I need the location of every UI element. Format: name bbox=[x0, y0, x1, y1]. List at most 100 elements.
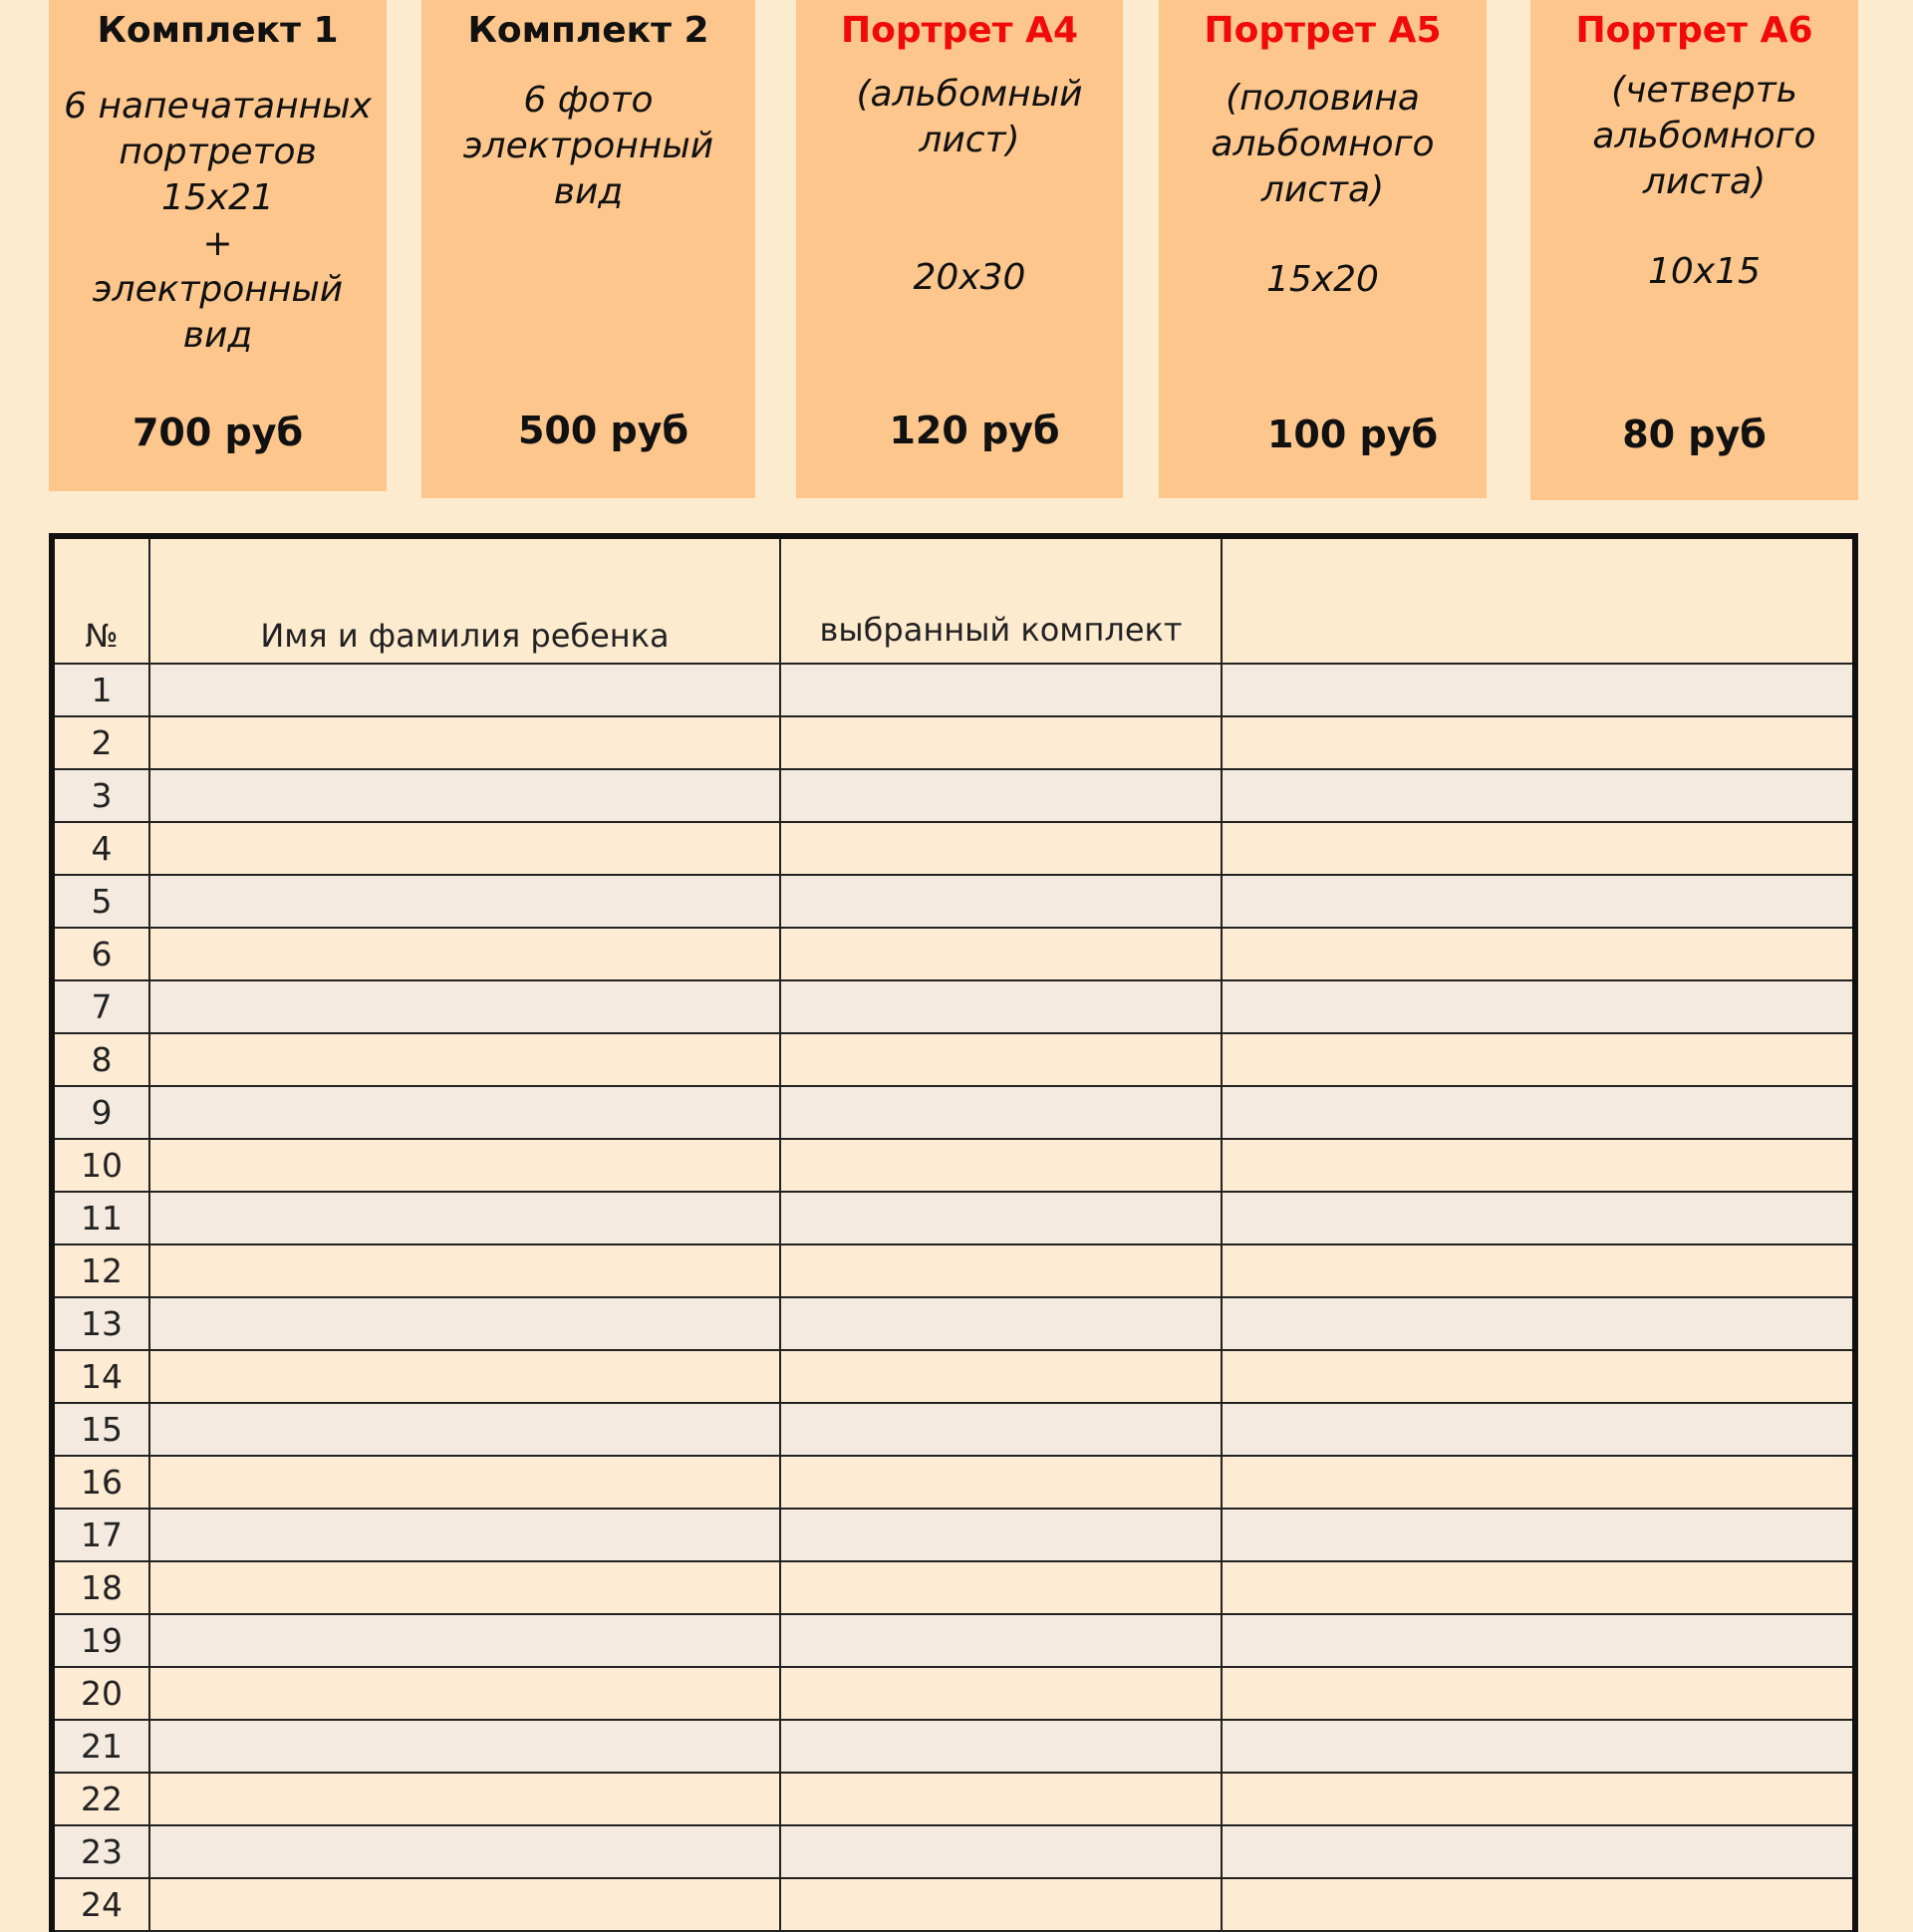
child-name-cell[interactable] bbox=[148, 1085, 781, 1140]
selected-kit-cell[interactable] bbox=[779, 821, 1223, 876]
child-name-cell[interactable] bbox=[148, 1032, 781, 1087]
selected-kit-cell[interactable] bbox=[779, 768, 1223, 823]
table-row: 7 bbox=[51, 979, 1856, 1034]
offer-card-portrait-a5: Портрет А5 (половина альбомного листа) 1… bbox=[1159, 0, 1487, 498]
extra-cell[interactable] bbox=[1221, 663, 1856, 717]
extra-cell[interactable] bbox=[1221, 1032, 1856, 1087]
child-name-cell[interactable] bbox=[148, 1613, 781, 1668]
selected-kit-cell[interactable] bbox=[779, 1772, 1223, 1826]
selected-kit-cell[interactable] bbox=[779, 1402, 1223, 1457]
child-name-cell[interactable] bbox=[148, 1666, 781, 1721]
header-extra bbox=[1221, 535, 1856, 665]
selected-kit-cell[interactable] bbox=[779, 874, 1223, 929]
extra-cell[interactable] bbox=[1221, 927, 1856, 981]
child-name-cell[interactable] bbox=[148, 1243, 781, 1298]
extra-cell[interactable] bbox=[1221, 1296, 1856, 1351]
row-number: 7 bbox=[51, 979, 150, 1034]
selected-kit-cell[interactable] bbox=[779, 1508, 1223, 1562]
extra-cell[interactable] bbox=[1221, 1508, 1856, 1562]
child-name-cell[interactable] bbox=[148, 768, 781, 823]
selected-kit-cell[interactable] bbox=[779, 1719, 1223, 1774]
selected-kit-cell[interactable] bbox=[779, 1560, 1223, 1615]
row-number: 9 bbox=[51, 1085, 150, 1140]
child-name-cell[interactable] bbox=[148, 663, 781, 717]
table-row: 5 bbox=[51, 874, 1856, 929]
header-number: № bbox=[51, 535, 150, 665]
extra-cell[interactable] bbox=[1221, 1877, 1856, 1932]
extra-cell[interactable] bbox=[1221, 1560, 1856, 1615]
selected-kit-cell[interactable] bbox=[779, 663, 1223, 717]
selected-kit-cell[interactable] bbox=[779, 927, 1223, 981]
selected-kit-cell[interactable] bbox=[779, 1349, 1223, 1404]
extra-cell[interactable] bbox=[1221, 715, 1856, 770]
selected-kit-cell[interactable] bbox=[779, 1032, 1223, 1087]
row-number: 18 bbox=[51, 1560, 150, 1615]
selected-kit-cell[interactable] bbox=[779, 1191, 1223, 1245]
child-name-cell[interactable] bbox=[148, 715, 781, 770]
child-name-cell[interactable] bbox=[148, 1824, 781, 1879]
offer-price: 500 руб bbox=[517, 409, 689, 452]
child-name-cell[interactable] bbox=[148, 1191, 781, 1245]
child-name-cell[interactable] bbox=[148, 821, 781, 876]
offer-title: Портрет А5 bbox=[1204, 10, 1442, 51]
table-header-row: № Имя и фамилия ребенка выбранный компле… bbox=[51, 535, 1856, 665]
row-number: 22 bbox=[51, 1772, 150, 1826]
child-name-cell[interactable] bbox=[148, 1402, 781, 1457]
child-name-cell[interactable] bbox=[148, 979, 781, 1034]
child-name-cell[interactable] bbox=[148, 1560, 781, 1615]
extra-cell[interactable] bbox=[1221, 874, 1856, 929]
selected-kit-cell[interactable] bbox=[779, 1085, 1223, 1140]
selected-kit-cell[interactable] bbox=[779, 715, 1223, 770]
extra-cell[interactable] bbox=[1221, 1719, 1856, 1774]
extra-cell[interactable] bbox=[1221, 1138, 1856, 1193]
offer-card-portrait-a6: Портрет А6 (четверть альбомного листа) 1… bbox=[1530, 0, 1858, 500]
selected-kit-cell[interactable] bbox=[779, 979, 1223, 1034]
selected-kit-cell[interactable] bbox=[779, 1455, 1223, 1510]
extra-cell[interactable] bbox=[1221, 1402, 1856, 1457]
order-table: № Имя и фамилия ребенка выбранный компле… bbox=[49, 533, 1858, 1932]
offer-title: Комплект 1 bbox=[97, 10, 339, 51]
extra-cell[interactable] bbox=[1221, 821, 1856, 876]
table-row: 3 bbox=[51, 768, 1856, 823]
selected-kit-cell[interactable] bbox=[779, 1877, 1223, 1932]
selected-kit-cell[interactable] bbox=[779, 1243, 1223, 1298]
extra-cell[interactable] bbox=[1221, 768, 1856, 823]
child-name-cell[interactable] bbox=[148, 1719, 781, 1774]
child-name-cell[interactable] bbox=[148, 1138, 781, 1193]
offer-size: 15х20 bbox=[1266, 259, 1379, 300]
child-name-cell[interactable] bbox=[148, 1296, 781, 1351]
row-number: 1 bbox=[51, 663, 150, 717]
offer-description: (половина альбомного листа) bbox=[1211, 78, 1435, 210]
selected-kit-cell[interactable] bbox=[779, 1296, 1223, 1351]
child-name-cell[interactable] bbox=[148, 874, 781, 929]
child-name-cell[interactable] bbox=[148, 1772, 781, 1826]
extra-cell[interactable] bbox=[1221, 1613, 1856, 1668]
offer-card-kit-2: Комплект 2 6 фото электронный вид 500 ру… bbox=[421, 0, 755, 498]
row-number: 8 bbox=[51, 1032, 150, 1087]
selected-kit-cell[interactable] bbox=[779, 1666, 1223, 1721]
extra-cell[interactable] bbox=[1221, 1191, 1856, 1245]
child-name-cell[interactable] bbox=[148, 927, 781, 981]
selected-kit-cell[interactable] bbox=[779, 1824, 1223, 1879]
child-name-cell[interactable] bbox=[148, 1877, 781, 1932]
child-name-cell[interactable] bbox=[148, 1349, 781, 1404]
row-number: 2 bbox=[51, 715, 150, 770]
extra-cell[interactable] bbox=[1221, 1085, 1856, 1140]
row-number: 12 bbox=[51, 1243, 150, 1298]
extra-cell[interactable] bbox=[1221, 1455, 1856, 1510]
extra-cell[interactable] bbox=[1221, 1666, 1856, 1721]
offer-price: 700 руб bbox=[132, 411, 304, 454]
child-name-cell[interactable] bbox=[148, 1508, 781, 1562]
extra-cell[interactable] bbox=[1221, 979, 1856, 1034]
extra-cell[interactable] bbox=[1221, 1824, 1856, 1879]
extra-cell[interactable] bbox=[1221, 1243, 1856, 1298]
extra-cell[interactable] bbox=[1221, 1349, 1856, 1404]
table-row: 12 bbox=[51, 1243, 1856, 1298]
offer-price: 80 руб bbox=[1622, 413, 1767, 456]
table-row: 20 bbox=[51, 1666, 1856, 1721]
child-name-cell[interactable] bbox=[148, 1455, 781, 1510]
extra-cell[interactable] bbox=[1221, 1772, 1856, 1826]
selected-kit-cell[interactable] bbox=[779, 1138, 1223, 1193]
selected-kit-cell[interactable] bbox=[779, 1613, 1223, 1668]
row-number: 16 bbox=[51, 1455, 150, 1510]
